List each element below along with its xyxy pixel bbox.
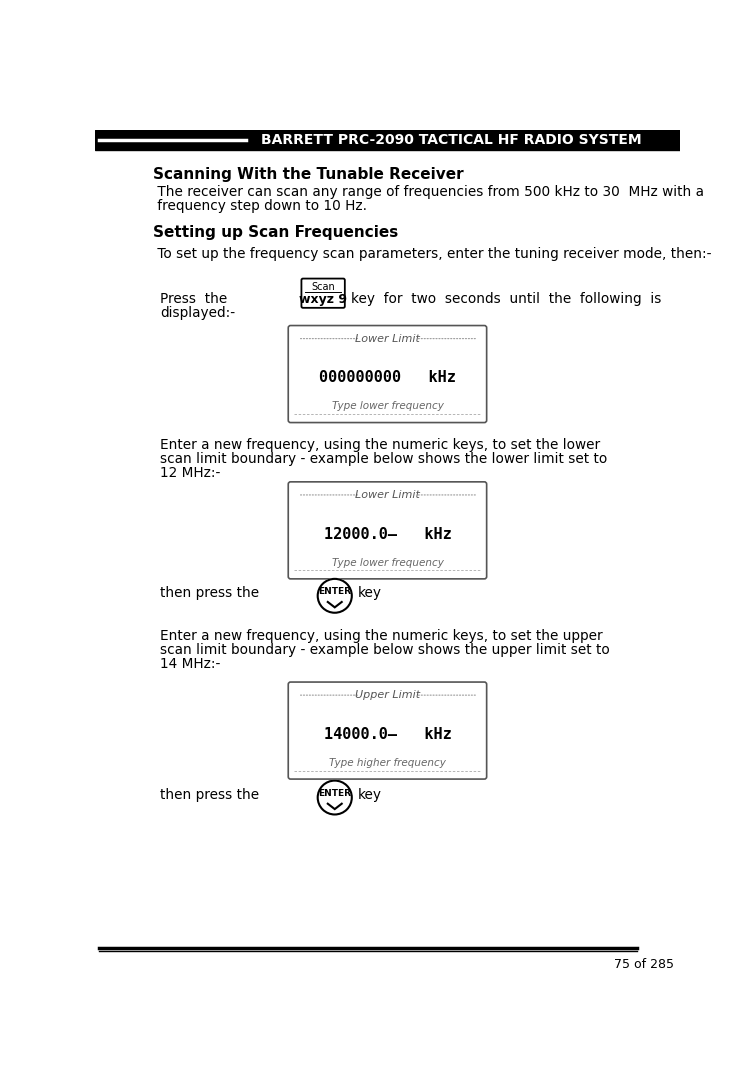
Text: Scanning With the Tunable Receiver: Scanning With the Tunable Receiver <box>153 167 463 182</box>
FancyBboxPatch shape <box>302 278 345 308</box>
Text: wxyz 9: wxyz 9 <box>299 292 347 305</box>
Text: Type lower frequency: Type lower frequency <box>332 558 443 567</box>
Text: 14000.0—   kHz: 14000.0— kHz <box>324 727 451 742</box>
Text: 12000.0—   kHz: 12000.0— kHz <box>324 526 451 542</box>
Text: scan limit boundary - example below shows the upper limit set to: scan limit boundary - example below show… <box>160 643 610 656</box>
Text: Enter a new frequency, using the numeric keys, to set the lower: Enter a new frequency, using the numeric… <box>160 438 600 452</box>
Text: key: key <box>358 787 382 801</box>
Text: Type lower frequency: Type lower frequency <box>332 402 443 412</box>
Text: Press  the: Press the <box>160 291 228 305</box>
FancyBboxPatch shape <box>288 482 487 579</box>
Text: key: key <box>358 586 382 600</box>
Text: Upper Limit: Upper Limit <box>355 690 420 700</box>
Text: ENTER: ENTER <box>318 790 352 798</box>
Text: BARRETT PRC-2090 TACTICAL HF RADIO SYSTEM: BARRETT PRC-2090 TACTICAL HF RADIO SYSTE… <box>261 133 641 147</box>
Text: key  for  two  seconds  until  the  following  is: key for two seconds until the following … <box>351 291 662 305</box>
Circle shape <box>318 579 352 613</box>
Text: then press the: then press the <box>160 787 259 801</box>
Text: Setting up Scan Frequencies: Setting up Scan Frequencies <box>153 225 398 240</box>
Bar <box>94 130 680 149</box>
Text: 000000000   kHz: 000000000 kHz <box>319 370 456 386</box>
Text: 75 of 285: 75 of 285 <box>614 957 674 970</box>
Text: 12 MHz:-: 12 MHz:- <box>160 466 221 480</box>
Text: To set up the frequency scan parameters, enter the tuning receiver mode, then:-: To set up the frequency scan parameters,… <box>153 247 711 261</box>
Text: Lower Limit: Lower Limit <box>355 490 420 500</box>
Text: frequency step down to 10 Hz.: frequency step down to 10 Hz. <box>153 199 367 213</box>
Text: The receiver can scan any range of frequencies from 500 kHz to 30  MHz with a: The receiver can scan any range of frequ… <box>153 185 704 199</box>
Text: 14 MHz:-: 14 MHz:- <box>160 656 221 670</box>
Text: ENTER: ENTER <box>318 587 352 597</box>
Text: Lower Limit: Lower Limit <box>355 334 420 343</box>
Text: then press the: then press the <box>160 586 259 600</box>
Text: Enter a new frequency, using the numeric keys, to set the upper: Enter a new frequency, using the numeric… <box>160 629 603 643</box>
FancyBboxPatch shape <box>288 682 487 779</box>
Text: Type higher frequency: Type higher frequency <box>329 758 446 768</box>
FancyBboxPatch shape <box>288 326 487 422</box>
Text: displayed:-: displayed:- <box>160 305 236 319</box>
Text: Scan: Scan <box>311 282 335 292</box>
Circle shape <box>318 781 352 814</box>
Text: scan limit boundary - example below shows the lower limit set to: scan limit boundary - example below show… <box>160 452 608 466</box>
